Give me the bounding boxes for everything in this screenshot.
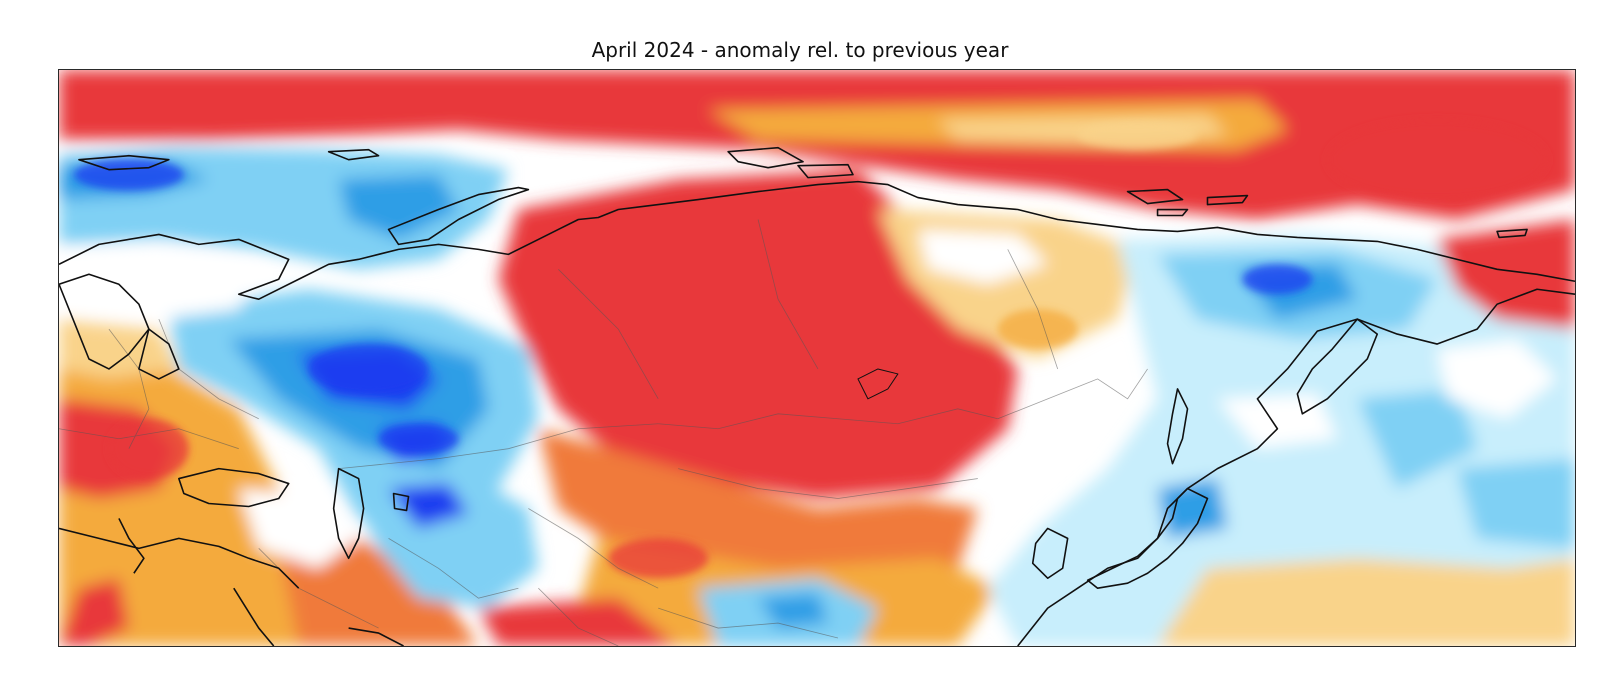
- country-borders: [59, 219, 1148, 646]
- far-east-moderate-cold: [1157, 249, 1575, 549]
- border-russia-china-east: [997, 368, 1148, 420]
- anomaly-detail: [73, 119, 1548, 579]
- scandinavia-coast: [59, 273, 150, 370]
- kazakhstan-cold: [338, 468, 539, 609]
- black-sea: [178, 467, 290, 508]
- caspian-sea: [332, 467, 365, 560]
- border-russia-internal-1: [558, 269, 659, 400]
- himalaya-strong-cold: [758, 593, 828, 629]
- scandinavia-white: [59, 244, 259, 320]
- border-europe-3: [59, 428, 239, 450]
- kamchatka: [1296, 318, 1379, 415]
- severnaya-zemlya: [727, 146, 854, 179]
- mediterranean-coast: [59, 527, 300, 589]
- persian-gulf: [348, 627, 404, 646]
- anomaly-map: [59, 70, 1575, 646]
- pacific-pale-warm: [1157, 558, 1575, 646]
- aegean: [118, 518, 145, 574]
- border-china-central-asia: [528, 508, 659, 589]
- border-europe-1: [108, 328, 150, 449]
- lake-baikal: [857, 368, 899, 400]
- balkan-hot-spot: [108, 418, 189, 479]
- border-russia-internal-3: [1007, 249, 1059, 370]
- aral-sea: [392, 492, 410, 512]
- arctic-hot-spot: [1327, 119, 1548, 200]
- wrangel-island: [1496, 228, 1528, 239]
- urals-deep-cold: [378, 423, 459, 454]
- new-siberian-islands: [1126, 188, 1249, 217]
- border-russia-internal-2: [757, 219, 819, 370]
- korea: [1031, 527, 1069, 580]
- svalbard: [78, 154, 170, 171]
- china-hot-spot: [608, 538, 709, 579]
- red-sea: [233, 587, 275, 646]
- scandinavia-pale-warm: [59, 319, 179, 379]
- siberia-heat: [498, 169, 1018, 499]
- india-warm: [478, 598, 679, 646]
- map-frame: [58, 69, 1576, 647]
- border-russia-mongolia: [658, 408, 998, 430]
- okhotsk-cold: [1157, 264, 1358, 539]
- kara-pale-spot: [1077, 120, 1198, 149]
- border-iran: [388, 538, 519, 599]
- yakutia-orange-spot: [997, 309, 1078, 350]
- yakutia-white: [917, 229, 1048, 285]
- sakhalin: [1166, 388, 1189, 465]
- border-mongolia-china: [678, 468, 978, 499]
- novaya-zemlya: [387, 186, 530, 246]
- border-china-india: [658, 607, 839, 639]
- border-russia-kazakhstan: [338, 423, 659, 470]
- arctic-coastline: [59, 180, 1575, 301]
- okhotsk-deep-cold: [1242, 264, 1313, 295]
- kazakhstan-strong-cold: [388, 483, 469, 529]
- mideast-warm: [278, 538, 479, 646]
- map-title: April 2024 - anomaly rel. to previous ye…: [591, 38, 1009, 62]
- pacific-coastline: [1017, 288, 1575, 646]
- japan: [1086, 487, 1209, 589]
- volga-deep-cold: [308, 344, 429, 394]
- baltic-coast: [138, 328, 180, 380]
- franz-josef-land: [327, 148, 380, 161]
- chukotka-warm: [1437, 219, 1575, 330]
- border-south-asia: [538, 587, 619, 646]
- coastlines: [59, 146, 1575, 646]
- pacific-white: [1217, 339, 1558, 449]
- caucasus-white: [238, 488, 359, 569]
